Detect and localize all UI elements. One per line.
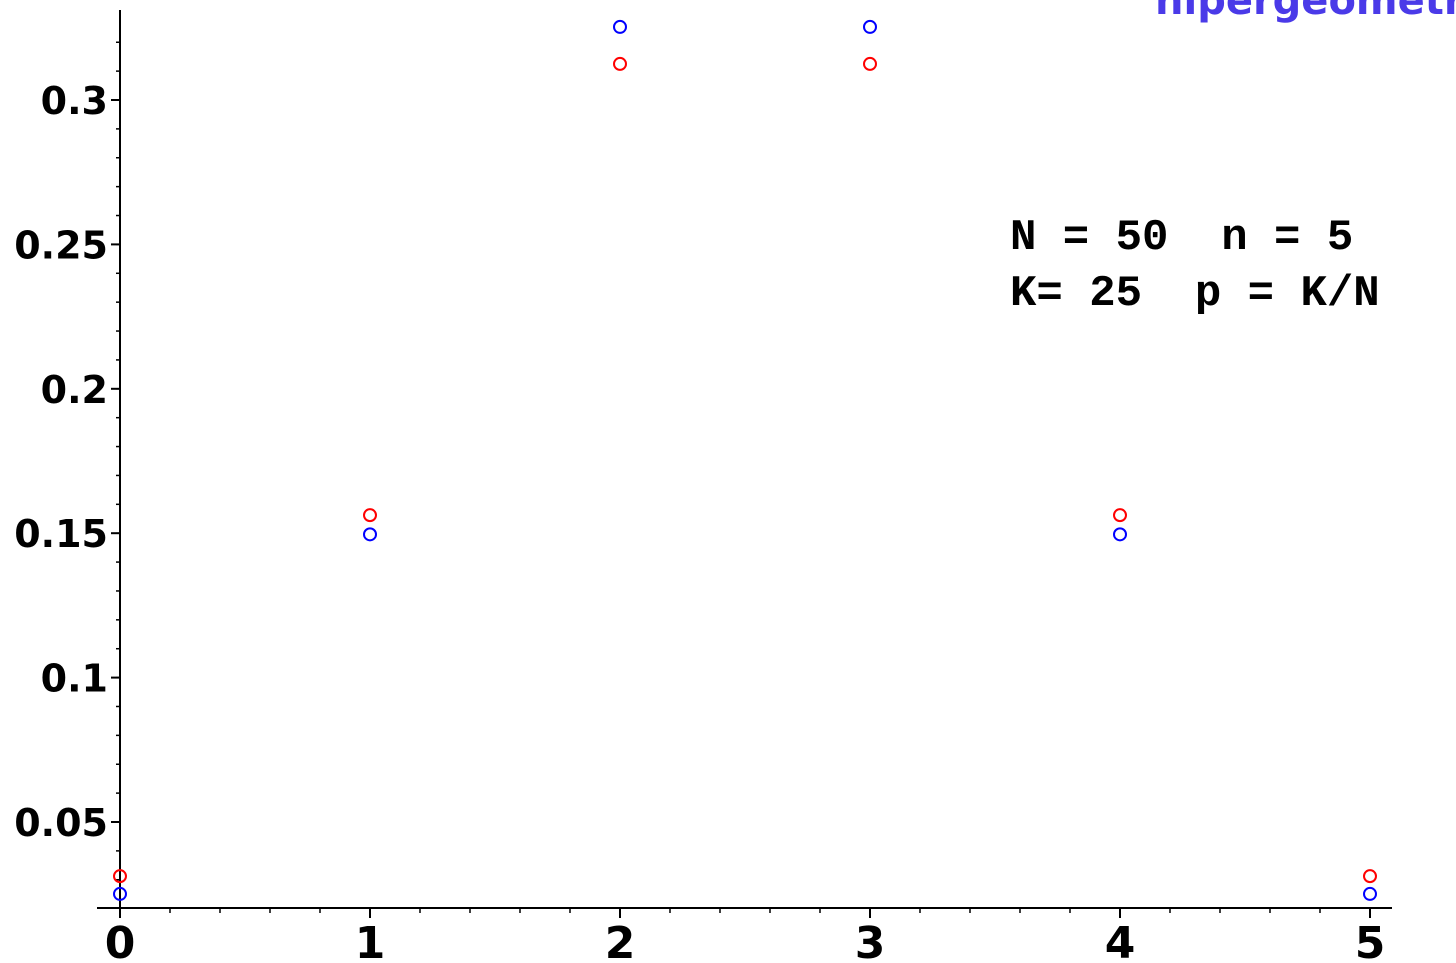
x-tick-label: 0	[105, 918, 136, 963]
data-point-series-1	[1113, 527, 1127, 542]
data-point-series-2	[1113, 508, 1127, 523]
y-tick-label: 0.1	[41, 657, 108, 701]
data-point-series-2	[1363, 869, 1377, 884]
data-point-series-1	[363, 527, 377, 542]
data-point-series-2	[363, 508, 377, 523]
chart-title: hipergeometr	[1155, 0, 1456, 24]
tick-labels: 0.05 0.1 0.15 0.2 0.25 0.3 0 1 2 3 4 5	[14, 79, 1385, 963]
data-point-series-1	[1363, 886, 1377, 901]
x-tick-label: 4	[1105, 918, 1136, 963]
y-tick-label: 0.2	[41, 368, 108, 412]
y-tick-label: 0.05	[14, 801, 108, 845]
data-point-series-2	[863, 56, 877, 71]
ticks	[111, 41, 1371, 918]
y-tick-label: 0.15	[14, 512, 108, 556]
x-tick-label: 1	[355, 918, 386, 963]
data-point-series-1	[113, 886, 127, 901]
data-point-series-1	[613, 19, 627, 34]
x-tick-label: 2	[605, 918, 636, 963]
data-point-series-2	[113, 869, 127, 884]
data-point-series-2	[613, 56, 627, 71]
x-tick-label: 3	[855, 918, 886, 963]
data-point-series-1	[863, 19, 877, 34]
axes	[97, 10, 1392, 910]
data-points	[113, 19, 1377, 901]
y-tick-label: 0.25	[14, 223, 108, 267]
x-tick-label: 5	[1355, 918, 1386, 963]
y-tick-label: 0.3	[41, 79, 108, 123]
params-line-2: K= 25 p = K/N	[1010, 269, 1380, 319]
params-line-1: N = 50 n = 5	[1010, 213, 1353, 263]
